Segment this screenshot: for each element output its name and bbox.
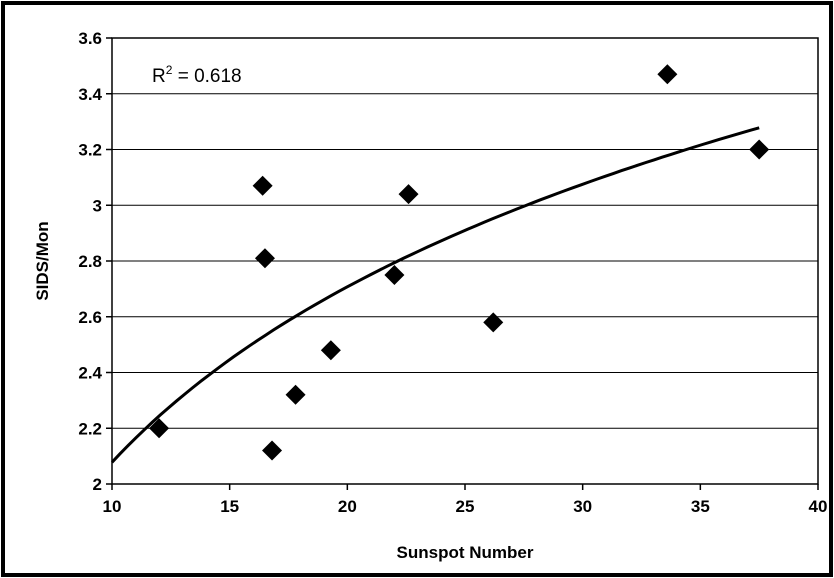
trendline-group [110, 126, 760, 464]
y-tick-label-2: 2.4 [78, 364, 102, 383]
x-tick-label-6: 40 [809, 497, 828, 516]
x-tick-label-2: 20 [338, 497, 357, 516]
x-tick-label-5: 35 [691, 497, 710, 516]
y-tick-label-7: 3.4 [78, 85, 102, 104]
r-squared-annotation: R2 = 0.618 [152, 63, 242, 87]
data-point-6 [384, 264, 405, 285]
x-axis-ticks: 10 15 20 25 30 35 40 [103, 484, 828, 516]
y-tick-label-6: 3.2 [78, 141, 102, 160]
y-axis-ticks: 2 2.2 2.4 2.6 2.8 3 3.2 3.4 3.6 [78, 29, 112, 494]
data-points [149, 64, 770, 461]
data-point-10 [749, 139, 770, 160]
data-point-1 [252, 175, 273, 196]
y-tick-label-4: 2.8 [78, 252, 102, 271]
x-tick-label-1: 15 [220, 497, 239, 516]
x-tick-label-4: 30 [573, 497, 592, 516]
trendline [110, 126, 760, 464]
x-tick-label-0: 10 [103, 497, 122, 516]
gridlines [112, 93, 818, 429]
data-point-8 [483, 312, 504, 333]
data-point-3 [262, 440, 283, 461]
y-tick-label-3: 2.6 [78, 308, 102, 327]
y-tick-label-0: 2 [93, 475, 102, 494]
data-point-4 [285, 384, 306, 405]
data-point-7 [398, 184, 419, 205]
y-axis-title: SIDS/Mon [33, 221, 52, 300]
y-tick-label-5: 3 [93, 196, 102, 215]
data-point-9 [657, 64, 678, 85]
data-point-5 [320, 340, 341, 361]
x-tick-label-3: 25 [456, 497, 475, 516]
x-axis-title: Sunspot Number [397, 543, 534, 562]
data-point-2 [254, 248, 275, 269]
data-point-0 [149, 418, 170, 439]
y-tick-label-1: 2.2 [78, 419, 102, 438]
y-tick-label-8: 3.6 [78, 29, 102, 48]
